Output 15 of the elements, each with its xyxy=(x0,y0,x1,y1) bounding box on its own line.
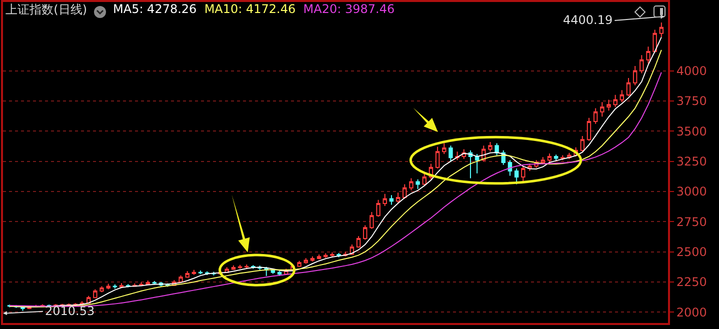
y-tick-label: 3750 xyxy=(676,94,707,108)
y-tick-label: 3500 xyxy=(676,124,707,138)
y-tick-label: 4000 xyxy=(676,64,707,78)
y-tick-label: 2000 xyxy=(676,305,707,320)
y-tick-label: 3000 xyxy=(676,184,707,199)
text: MA20: 3987.46 xyxy=(303,2,395,16)
y-tick-label: 2250 xyxy=(676,275,707,290)
chart-title: 上证指数(日线) xyxy=(6,2,88,16)
annotation: 2010.53 xyxy=(45,304,95,318)
text: MA10: 4172.46 xyxy=(204,2,296,16)
y-tick-label: 3250 xyxy=(676,154,707,168)
y-tick-label: 2750 xyxy=(676,214,707,229)
annotation: 4400.19 xyxy=(563,13,613,27)
text: MA5: 4278.26 xyxy=(113,2,197,16)
y-tick-label: 2500 xyxy=(676,245,707,259)
